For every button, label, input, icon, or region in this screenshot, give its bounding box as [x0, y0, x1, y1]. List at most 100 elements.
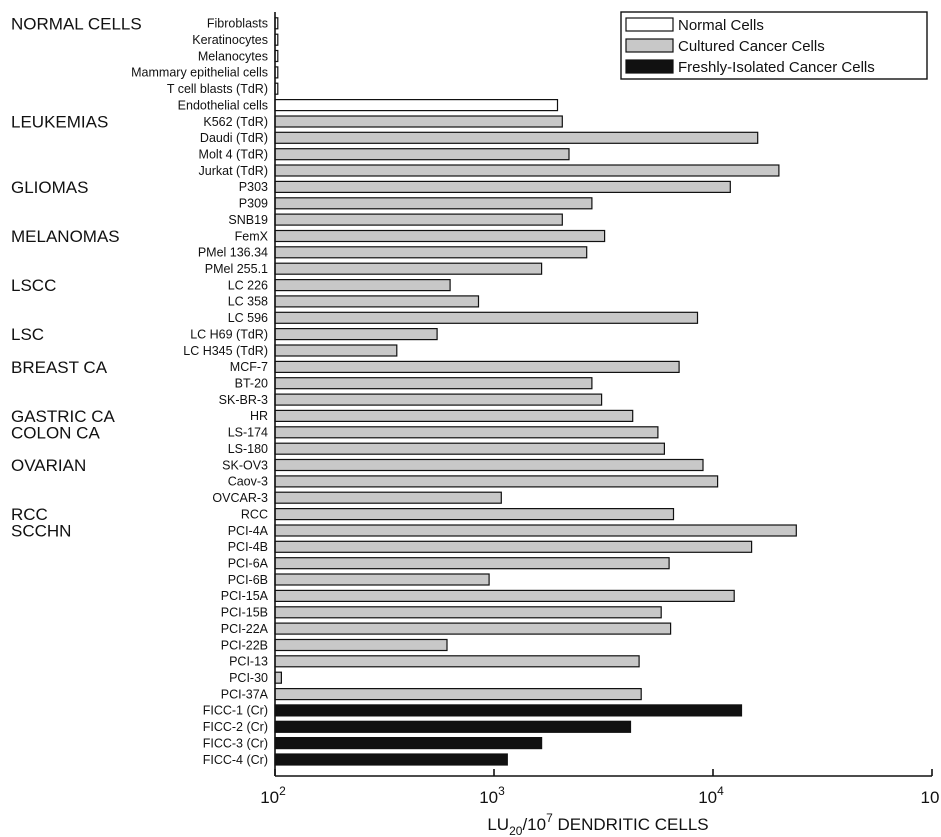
category-label-pmel-136-34: PMel 136.34: [198, 246, 268, 260]
category-label-lc-h69-tdr: LC H69 (TdR): [190, 327, 268, 341]
category-label-lc-358: LC 358: [228, 295, 268, 309]
bar-hr: [274, 409, 634, 422]
bar-pci-22b: [274, 638, 448, 652]
legend: Normal Cells Cultured Cancer Cells Fresh…: [620, 11, 928, 80]
bar-pmel-136-34: [274, 246, 588, 259]
bar-rcc: [274, 508, 675, 521]
legend-label-cultured: Cultured Cancer Cells: [678, 38, 825, 55]
bar-lc-h345-tdr: [274, 344, 398, 357]
bar-k562-tdr: [274, 115, 563, 128]
bar-ficc-3-cr: [274, 736, 543, 750]
group-label-leukemias: LEUKEMIAS: [11, 113, 108, 132]
x-tick-label-1000: 103: [479, 784, 505, 807]
category-label-pci-22a: PCI-22A: [221, 622, 269, 636]
bar-pmel-255-1: [274, 262, 543, 275]
bar-ficc-1-cr: [274, 704, 743, 717]
bar-pci-13: [274, 655, 640, 668]
category-label-pci-22b: PCI-22B: [221, 638, 268, 652]
bar-snb19: [274, 213, 563, 226]
category-label-pci-6b: PCI-6B: [228, 573, 268, 587]
category-label-daudi-tdr: Daudi (TdR): [200, 131, 268, 145]
bar-pci-30: [274, 671, 283, 684]
bar-pci-22a: [274, 622, 672, 635]
category-label-bt-20: BT-20: [235, 377, 268, 391]
category-label-pci-13: PCI-13: [229, 655, 268, 669]
category-label-snb19: SNB19: [228, 213, 268, 227]
bar-daudi-tdr: [274, 131, 759, 144]
category-label-keratinocytes: Keratinocytes: [192, 33, 268, 47]
legend-swatch-cultured: [625, 38, 674, 53]
category-label-pci-4a: PCI-4A: [228, 524, 269, 538]
category-label-ficc-3-cr: FICC-3 (Cr): [203, 736, 268, 750]
bar-pci-4a: [274, 524, 797, 537]
bar-lc-596: [274, 311, 699, 324]
bar-pci-15a: [274, 589, 735, 603]
category-label-jurkat-tdr: Jurkat (TdR): [199, 164, 268, 178]
category-label-pci-15a: PCI-15A: [221, 589, 269, 603]
category-labels: Fibroblasts Keratinocytes Melanocytes Mamma…: [131, 17, 269, 767]
bar-bt-20: [274, 377, 593, 390]
bar-p303: [274, 180, 731, 193]
bar-pci-15b: [274, 606, 662, 619]
x-axis-title: LU20/107 DENDRITIC CELLS: [487, 811, 708, 837]
bar-mcf-7: [274, 360, 680, 373]
category-label-endothelial-cells: Endothelial cells: [178, 98, 268, 112]
bar-endothelial-cells: [274, 98, 559, 112]
category-label-ls-174: LS-174: [228, 426, 268, 440]
category-label-mcf-7: MCF-7: [230, 360, 268, 374]
group-label-rcc: RCC: [11, 505, 48, 524]
bar-p309: [274, 197, 593, 210]
category-label-pci-15b: PCI-15B: [221, 606, 268, 620]
category-label-pci-4b: PCI-4B: [228, 540, 268, 554]
group-label-colon-ca: COLON CA: [11, 423, 100, 442]
group-label-lscc: LSCC: [11, 276, 56, 295]
legend-swatch-normal: [625, 17, 674, 32]
category-label-k562-tdr: K562 (TdR): [203, 115, 268, 129]
group-label-melanomas: MELANOMAS: [11, 227, 120, 246]
category-label-ls-180: LS-180: [228, 442, 268, 456]
legend-label-fresh: Freshly-Isolated Cancer Cells: [678, 59, 875, 76]
category-label-ficc-4-cr: FICC-4 (Cr): [203, 753, 268, 767]
group-label-normal-cells: NORMAL CELLS: [11, 14, 142, 33]
category-label-fibroblasts: Fibroblasts: [207, 17, 268, 31]
bar-sk-br-3: [274, 393, 603, 406]
category-label-t-cell-blasts-tdr: T cell blasts (TdR): [167, 82, 268, 96]
category-label-ovcar-3: OVCAR-3: [212, 491, 268, 505]
category-label-sk-ov3: SK-OV3: [222, 458, 268, 472]
legend-swatch-fresh: [625, 59, 674, 74]
bar-ficc-2-cr: [274, 720, 632, 733]
bar-pci-6a: [274, 557, 670, 570]
category-label-rcc: RCC: [241, 507, 268, 521]
bar-ls-180: [274, 442, 665, 455]
category-label-p303: P303: [239, 180, 268, 194]
group-label-breast-ca: BREAST CA: [11, 358, 108, 377]
bar-caov-3: [274, 475, 719, 488]
category-label-hr: HR: [250, 409, 268, 423]
group-labels: NORMAL CELLS LEUKEMIAS GLIOMAS MELANOMAS LSC…: [11, 14, 142, 540]
category-label-molt-4-tdr: Molt 4 (TdR): [199, 148, 268, 162]
bar-femx: [274, 229, 606, 243]
bar-ls-174: [274, 426, 659, 439]
legend-label-normal: Normal Cells: [678, 17, 764, 34]
category-label-lc-226: LC 226: [228, 278, 268, 292]
bar-pci-4b: [274, 540, 753, 553]
category-label-pci-6a: PCI-6A: [228, 557, 269, 571]
bar-jurkat-tdr: [274, 164, 780, 177]
x-tick-label-100000: 10: [921, 788, 940, 807]
x-tick-label-10000: 104: [698, 784, 724, 807]
group-label-gliomas: GLIOMAS: [11, 178, 88, 197]
x-tick-label-100: 102: [260, 784, 286, 807]
bar-lc-358: [274, 295, 480, 308]
category-label-pmel-255-1: PMel 255.1: [205, 262, 268, 276]
category-label-sk-br-3: SK-BR-3: [219, 393, 268, 407]
bar-lc-226: [274, 279, 451, 292]
bar-sk-ov3: [274, 458, 704, 472]
bar-molt-4-tdr: [274, 148, 570, 161]
category-label-mammary-epithelial-cells: Mammary epithelial cells: [131, 66, 268, 80]
category-label-caov-3: Caov-3: [228, 475, 268, 489]
bar-pci-6b: [274, 573, 490, 586]
bars-layer: [274, 17, 797, 766]
group-label-scchn: SCCHN: [11, 522, 71, 541]
category-label-lc-h345-tdr: LC H345 (TdR): [183, 344, 268, 358]
